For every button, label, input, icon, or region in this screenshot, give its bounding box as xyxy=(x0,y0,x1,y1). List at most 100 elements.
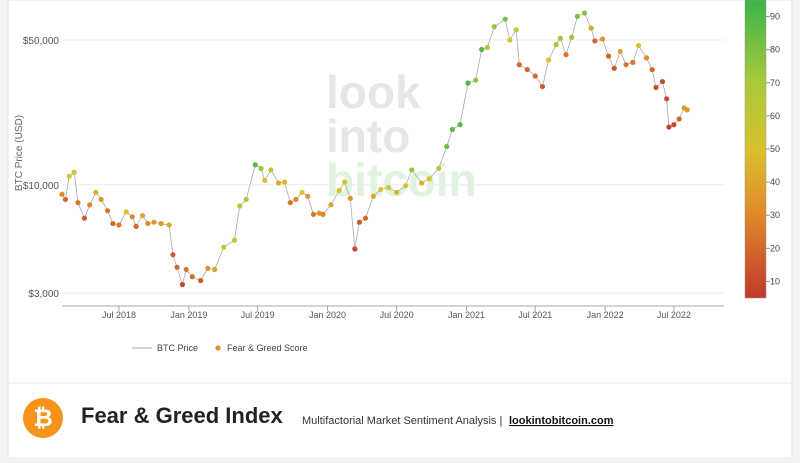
score-point xyxy=(502,16,508,22)
score-point xyxy=(409,167,415,173)
x-tick-label: Jul 2022 xyxy=(657,310,691,320)
score-point xyxy=(221,244,227,250)
score-point xyxy=(524,66,530,73)
score-point xyxy=(305,193,311,199)
score-point xyxy=(664,96,670,102)
score-point xyxy=(532,73,538,79)
score-point xyxy=(268,167,274,173)
x-tick-label: Jan 2022 xyxy=(587,310,624,320)
score-point xyxy=(599,36,606,42)
score-point xyxy=(516,62,522,68)
score-point xyxy=(507,37,513,43)
score-point xyxy=(87,202,93,208)
score-point xyxy=(243,196,249,203)
score-point xyxy=(635,42,642,49)
score-point xyxy=(320,211,326,217)
score-point xyxy=(569,34,575,40)
footer-link[interactable]: lookintobitcoin.com xyxy=(509,415,614,427)
colorbar-tick-label: 80 xyxy=(770,45,780,55)
y-axis-title: BTC Price (USD) xyxy=(14,115,25,191)
x-tick-label: Jul 2019 xyxy=(241,310,275,320)
watermark: look into bitcoin xyxy=(326,66,477,206)
score-point xyxy=(457,122,463,128)
x-tick-label: Jul 2020 xyxy=(380,310,414,320)
score-point xyxy=(174,264,180,270)
score-point xyxy=(378,186,384,193)
score-point xyxy=(212,266,218,273)
score-point xyxy=(151,219,157,225)
card xyxy=(7,0,793,459)
score-point xyxy=(328,202,334,208)
score-point xyxy=(71,169,77,175)
score-point xyxy=(356,219,362,225)
score-point xyxy=(643,55,650,61)
score-point xyxy=(347,195,353,201)
score-point xyxy=(630,59,636,65)
y-tick-label: $10,000 xyxy=(23,181,60,192)
score-point xyxy=(336,187,342,193)
score-point xyxy=(98,196,104,203)
score-point xyxy=(62,196,69,203)
score-point xyxy=(231,237,238,243)
score-point xyxy=(198,277,204,284)
score-point xyxy=(563,52,569,58)
footer-title: Fear & Greed Index xyxy=(81,403,284,428)
colorbar-tick-label: 10 xyxy=(770,276,780,286)
score-point xyxy=(252,162,258,168)
score-point xyxy=(362,215,369,221)
score-point xyxy=(281,179,288,185)
score-point xyxy=(145,220,151,227)
score-point xyxy=(133,223,139,229)
score-point xyxy=(653,84,659,91)
score-point xyxy=(129,214,135,220)
score-point xyxy=(582,10,588,16)
score-point xyxy=(465,80,471,86)
score-point xyxy=(491,24,497,30)
score-point xyxy=(237,203,243,209)
logo xyxy=(23,398,63,438)
score-point xyxy=(426,176,432,182)
score-point xyxy=(386,184,392,191)
score-point xyxy=(403,183,409,189)
score-point xyxy=(659,78,666,85)
score-point xyxy=(66,173,72,179)
score-point xyxy=(623,62,629,68)
score-point xyxy=(574,13,580,20)
y-tick-label: $3,000 xyxy=(28,289,59,300)
colorbar-tick-label: 50 xyxy=(770,144,780,154)
score-point xyxy=(557,35,563,41)
score-point xyxy=(81,215,88,221)
score-point xyxy=(513,27,519,33)
x-tick-label: Jan 2019 xyxy=(170,310,207,320)
score-point xyxy=(449,126,456,133)
score-point xyxy=(75,200,81,206)
score-point xyxy=(370,193,377,199)
score-point xyxy=(183,266,189,273)
x-tick-label: Jul 2021 xyxy=(518,310,552,320)
score-point xyxy=(179,281,185,288)
score-point xyxy=(484,44,490,51)
score-point xyxy=(605,53,612,59)
score-point xyxy=(611,65,617,71)
score-point xyxy=(310,211,317,217)
score-point xyxy=(676,116,682,122)
colorbar-tick-label: 20 xyxy=(770,243,780,253)
colorbar-tick-label: 70 xyxy=(770,78,780,88)
score-point xyxy=(666,124,672,130)
legend-label: Fear & Greed Score xyxy=(227,343,308,353)
score-point xyxy=(479,46,485,53)
score-point xyxy=(262,177,268,184)
logo-symbol: ₿ xyxy=(33,405,53,432)
score-point xyxy=(189,274,195,280)
score-point xyxy=(444,143,450,150)
colorbar-tick-label: 40 xyxy=(770,177,780,187)
score-point xyxy=(205,265,211,271)
score-point xyxy=(473,77,479,83)
watermark-text: into xyxy=(326,110,410,162)
y-tick-label: $50,000 xyxy=(23,36,60,47)
score-point xyxy=(352,246,358,252)
score-point xyxy=(553,42,559,48)
score-point xyxy=(275,180,282,186)
score-point xyxy=(116,222,122,228)
